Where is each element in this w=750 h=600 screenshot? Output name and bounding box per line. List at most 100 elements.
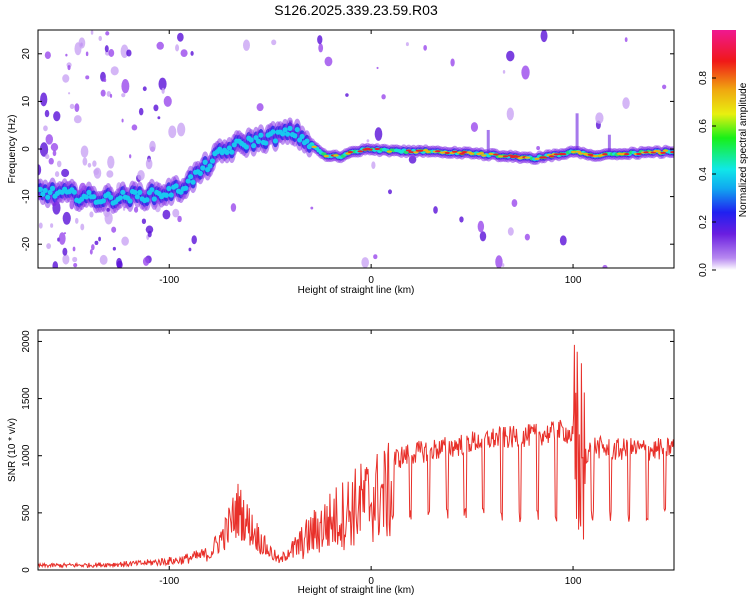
noise-speckle bbox=[149, 140, 156, 152]
ridge-hot-blob bbox=[405, 149, 412, 152]
ridge-core-blob bbox=[91, 194, 97, 200]
ridge-hot-blob bbox=[451, 150, 458, 153]
ridge-hot-blob bbox=[367, 148, 373, 151]
noise-speckle bbox=[44, 109, 50, 118]
heatmap-y-label: Frequency (Hz) bbox=[7, 115, 18, 184]
ridge-core-blob bbox=[42, 187, 48, 194]
ridge-core-blob bbox=[117, 195, 123, 201]
noise-speckle bbox=[506, 107, 514, 121]
noise-speckle bbox=[158, 77, 167, 91]
noise-speckle bbox=[423, 44, 427, 51]
ridge-core-blob bbox=[224, 149, 230, 155]
noise-speckle bbox=[53, 111, 61, 122]
noise-speckle bbox=[89, 211, 94, 218]
ridge-hot-blob bbox=[553, 153, 560, 156]
noise-speckle bbox=[506, 50, 515, 62]
heatmap-x-label: Height of straight line (km) bbox=[298, 285, 415, 296]
ridge-hot-blob bbox=[636, 152, 642, 156]
ridge-core-blob bbox=[173, 183, 179, 189]
noise-speckle bbox=[46, 243, 52, 250]
noise-speckle bbox=[190, 50, 194, 56]
noise-speckle bbox=[180, 49, 188, 57]
ridge-hot-blob bbox=[655, 150, 662, 153]
ridge-core-blob bbox=[49, 185, 56, 191]
ridge-hot-blob bbox=[502, 155, 509, 158]
ridge-core-blob bbox=[304, 138, 310, 144]
ridge-core-blob bbox=[270, 129, 276, 135]
ridge-core-blob bbox=[229, 149, 235, 155]
noise-speckle bbox=[50, 223, 54, 228]
noise-speckle bbox=[371, 161, 376, 170]
noise-speckle bbox=[624, 37, 628, 43]
noise-speckle bbox=[44, 51, 51, 59]
noise-speckle bbox=[129, 154, 132, 159]
noise-speckle bbox=[62, 74, 70, 83]
noise-speckle bbox=[99, 254, 108, 265]
ridge-hot-blob bbox=[408, 151, 414, 154]
ridge-core-blob bbox=[134, 194, 140, 200]
noise-speckle bbox=[168, 125, 177, 139]
ridge-hot-blob bbox=[602, 153, 608, 156]
noise-speckle bbox=[89, 249, 93, 255]
noise-speckle bbox=[131, 124, 138, 131]
noise-speckle bbox=[45, 134, 54, 145]
ridge-hot-blob bbox=[507, 154, 514, 157]
ridge-hot-blob bbox=[669, 151, 674, 154]
ridge-core-blob bbox=[282, 127, 288, 133]
noise-speckle bbox=[177, 32, 184, 42]
ridge-core-blob bbox=[168, 192, 174, 198]
noise-speckle bbox=[521, 65, 530, 80]
ridge-hot-blob bbox=[570, 150, 577, 154]
y-tick-label: 10 bbox=[21, 95, 32, 107]
ridge-core-blob bbox=[83, 194, 90, 200]
ridge-core-blob bbox=[190, 179, 196, 185]
noise-speckle bbox=[100, 89, 106, 97]
ridge-core-blob bbox=[144, 197, 150, 203]
ridge-hot-blob bbox=[662, 149, 669, 152]
noise-speckle bbox=[318, 43, 324, 53]
y-tick-label: 20 bbox=[21, 48, 32, 60]
noise-speckle bbox=[109, 93, 113, 98]
noise-speckle bbox=[98, 236, 101, 242]
noise-speckle bbox=[107, 155, 115, 169]
ridge-core-blob bbox=[299, 133, 305, 140]
noise-speckle bbox=[61, 168, 70, 178]
ridge-core-blob bbox=[137, 189, 143, 195]
noise-speckle bbox=[147, 230, 152, 238]
noise-speckle bbox=[78, 37, 86, 49]
noise-speckle bbox=[662, 84, 667, 90]
ridge-hot-blob bbox=[333, 154, 339, 157]
colorbar-tick-label: 0.8 bbox=[698, 71, 709, 85]
noise-speckle bbox=[271, 39, 277, 46]
y-tick-label: -10 bbox=[21, 189, 32, 204]
noise-speckle bbox=[39, 142, 49, 157]
noise-speckle bbox=[85, 51, 89, 57]
x-tick-label: -100 bbox=[159, 275, 179, 286]
noise-speckle bbox=[161, 87, 165, 94]
ridge-core-blob bbox=[149, 187, 155, 193]
ridge-hot-blob bbox=[481, 154, 487, 157]
ridge-core-blob bbox=[280, 131, 286, 137]
ridge-hot-blob bbox=[311, 145, 318, 148]
noise-speckle bbox=[501, 263, 505, 267]
ridge-core-blob bbox=[38, 186, 44, 192]
noise-speckle bbox=[138, 107, 144, 116]
ridge-core-blob bbox=[127, 198, 133, 204]
noise-speckle bbox=[74, 103, 80, 113]
heatmap-content bbox=[38, 30, 674, 268]
y-tick-label: 2000 bbox=[21, 330, 32, 353]
noise-speckle bbox=[477, 220, 485, 233]
noise-speckle bbox=[62, 247, 68, 256]
ridge-core-blob bbox=[202, 159, 208, 165]
noise-speckle bbox=[145, 158, 153, 170]
noise-speckle bbox=[242, 39, 250, 51]
ridge-core-blob bbox=[47, 189, 53, 195]
noise-speckle bbox=[111, 226, 117, 233]
ridge-core-blob bbox=[132, 189, 138, 195]
noise-speckle bbox=[94, 240, 99, 245]
ridge-core-blob bbox=[243, 144, 249, 150]
ridge-core-blob bbox=[166, 185, 172, 192]
ridge-hot-blob bbox=[643, 151, 649, 154]
noise-speckle bbox=[230, 203, 237, 212]
noise-speckle bbox=[80, 145, 89, 158]
